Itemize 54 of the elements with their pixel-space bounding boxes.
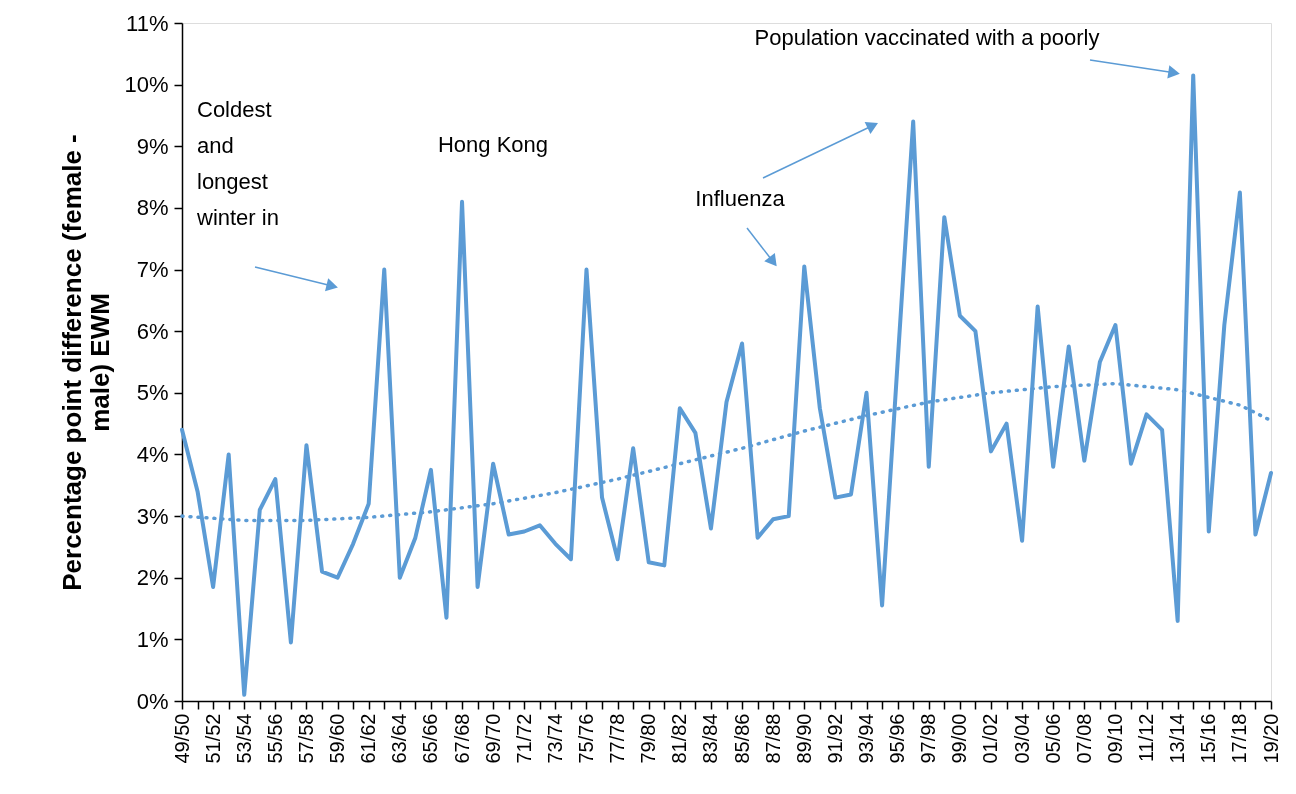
x-tick-label: 69/70 [481,713,504,764]
x-tick-label: 81/82 [668,713,691,764]
annotation: Influenza [695,186,786,211]
x-tick-label: 79/80 [637,713,660,764]
x-tick-label: 15/16 [1197,713,1220,764]
x-tick-label: 65/66 [419,713,442,764]
x-tick-label: 19/20 [1259,713,1282,764]
x-tick-label: 05/06 [1041,713,1064,764]
x-tick-label: 75/76 [574,713,597,764]
y-tick-label: 7% [136,257,169,283]
annotation: Coldest and longest winter in [196,97,279,230]
x-tick-label: 99/00 [948,713,971,764]
x-tick-label: 77/78 [606,713,629,764]
annotation: Population vaccinated with a poorly [754,25,1100,50]
x-tick-label: 03/04 [1010,713,1033,764]
x-tick-label: 17/18 [1228,713,1251,764]
y-tick-label: 4% [136,441,169,467]
x-tick-label: 71/72 [512,713,535,764]
y-tick-label: 1% [136,626,169,652]
annotation: Hong Kong [437,132,549,157]
x-tick-label: 01/02 [979,713,1002,764]
x-tick-label: 49/50 [170,713,193,764]
line-series [180,73,1273,697]
y-axis-title: Percentage point difference (female - male) EWM [57,134,116,591]
x-tick-label: 89/90 [792,713,815,764]
x-tick-label: 11/12 [1135,713,1158,763]
x-tick-label: 83/84 [699,713,722,764]
x-tick-label: 91/92 [823,713,846,764]
x-tick-label: 95/96 [886,713,909,764]
x-tick-label: 13/14 [1166,713,1189,764]
x-tick-label: 55/56 [263,713,286,764]
x-tick-label: 63/64 [388,713,411,764]
x-tick-label: 59/60 [326,713,349,764]
y-tick-label: 8% [136,195,169,221]
x-tick-label: 87/88 [761,713,784,764]
x-tick-label: 67/68 [450,713,473,764]
y-tick-label: 6% [136,318,169,344]
y-tick-label: 9% [136,133,169,159]
x-tick-label: 57/58 [294,713,317,764]
x-tick-label: 73/74 [543,713,566,764]
x-tick-label: 09/10 [1103,713,1126,764]
x-tick-label: 61/62 [357,713,380,764]
x-tick-label: 93/94 [855,713,878,764]
x-tick-label: 85/86 [730,713,753,764]
y-tick-label: 0% [136,688,169,714]
y-tick-label: 10% [124,72,169,98]
y-tick-label: 11% [126,10,169,36]
y-tick-label: 5% [136,380,169,406]
x-tick-label: 97/98 [917,713,940,764]
y-tick-label: 3% [136,503,169,529]
x-tick-label: 07/08 [1072,713,1095,764]
y-tick-label: 2% [136,565,169,591]
x-tick-label: 51/52 [201,713,224,764]
x-tick-label: 53/54 [232,713,255,764]
